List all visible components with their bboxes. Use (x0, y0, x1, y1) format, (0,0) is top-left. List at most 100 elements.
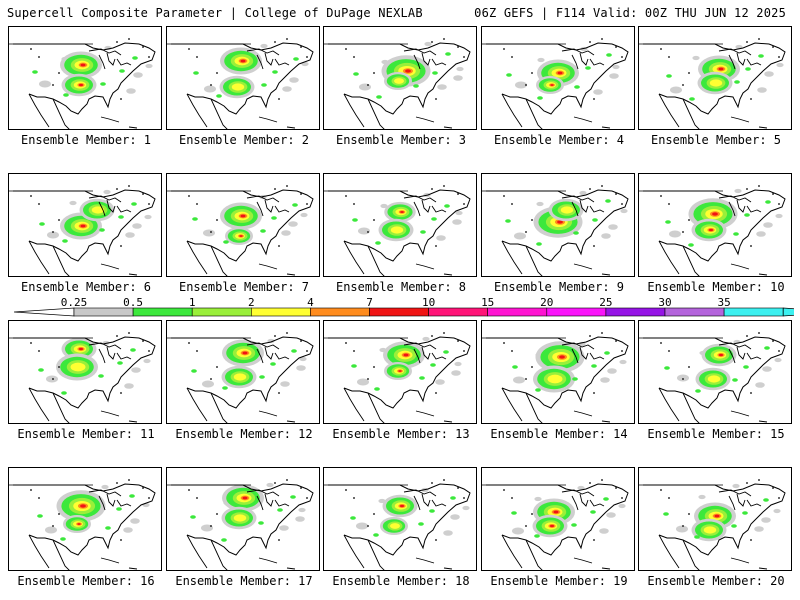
lake-dot (274, 482, 276, 484)
cuba (100, 410, 138, 423)
great-lakes (88, 48, 132, 70)
coastline (486, 483, 629, 556)
coastline (13, 483, 156, 556)
ensemble-map-panel (166, 26, 320, 130)
lake-dot (274, 335, 276, 337)
coastline (486, 42, 629, 115)
ensemble-member-label: Ensemble Member: 6 (20, 280, 152, 294)
coastline (486, 189, 629, 262)
legend-tick-label: 25 (599, 296, 613, 309)
ensemble-member-label: Ensemble Member: 18 (332, 574, 470, 588)
cuba (573, 410, 611, 423)
cuba (415, 116, 453, 129)
great-lakes (561, 48, 605, 70)
lake-dot (52, 525, 54, 527)
lake-dot (30, 48, 32, 50)
great-lakes (403, 342, 447, 364)
cuba (258, 263, 296, 276)
mexico-coast (28, 387, 70, 423)
cuba (573, 557, 611, 570)
lake-dot (660, 195, 662, 197)
lake-dot (593, 245, 595, 247)
lake-dot (188, 489, 190, 491)
great-lakes (246, 489, 290, 511)
lake-dot (274, 41, 276, 43)
lake-dot (373, 366, 375, 368)
ensemble-map-panel (166, 467, 320, 571)
lake-dot (601, 185, 603, 187)
lake-dot (463, 203, 465, 205)
lake-dot (38, 497, 40, 499)
great-lakes (403, 48, 447, 70)
lake-dot (511, 497, 513, 499)
mexico-coast (343, 93, 385, 129)
lake-dot (688, 72, 690, 74)
ensemble-map-panel (638, 320, 792, 424)
lake-dot (128, 479, 130, 481)
ensemble-member-label: Ensemble Member: 16 (17, 574, 155, 588)
ensemble-map-panel (166, 173, 320, 277)
lake-dot (58, 72, 60, 74)
lake-dot (216, 72, 218, 74)
lake-dot (148, 497, 150, 499)
scp-field (663, 483, 781, 542)
lake-dot (593, 392, 595, 394)
mexico-coast (343, 534, 385, 570)
cuba (100, 116, 138, 129)
mexico-coast (501, 240, 543, 276)
legend-swatch (487, 307, 548, 317)
lake-dot (682, 378, 684, 380)
lake-dot (457, 193, 459, 195)
scp-field (665, 188, 783, 247)
legend-high-arrow (782, 307, 794, 317)
lake-dot (511, 56, 513, 58)
lake-dot (286, 332, 288, 334)
lake-dot (601, 332, 603, 334)
lake-dot (589, 335, 591, 337)
lake-dot (435, 98, 437, 100)
lake-dot (120, 245, 122, 247)
us-map (639, 185, 786, 276)
lake-dot (188, 48, 190, 50)
lake-dot (682, 231, 684, 233)
lake-dot (286, 479, 288, 481)
lake-dot (286, 38, 288, 40)
lake-dot (278, 245, 280, 247)
us-map (167, 185, 314, 276)
coastline (171, 483, 314, 556)
lake-dot (58, 366, 60, 368)
ensemble-member-label: Ensemble Member: 8 (335, 280, 467, 294)
coastline (643, 42, 786, 115)
lake-dot (750, 245, 752, 247)
lake-dot (210, 231, 212, 233)
ensemble-map-panel (323, 173, 477, 277)
ensemble-map-panel (481, 173, 635, 277)
legend-tick-label: 15 (481, 296, 495, 309)
us-map (167, 479, 314, 570)
mexico-coast (658, 93, 700, 129)
lake-dot (188, 195, 190, 197)
scp-field (664, 339, 782, 393)
lake-dot (148, 203, 150, 205)
lake-dot (52, 84, 54, 86)
scp-field (350, 487, 470, 537)
legend-tick-label: 10 (421, 296, 436, 309)
great-lakes (718, 342, 762, 364)
lake-dot (300, 46, 302, 48)
color-legend: 0.25 0.5 1 2 4 7 10 15 20 25 30 35 (14, 296, 794, 322)
legend-swatch (369, 307, 429, 317)
lake-dot (367, 525, 369, 527)
lake-dot (615, 46, 617, 48)
lake-dot (367, 378, 369, 380)
lake-dot (660, 342, 662, 344)
legend-swatch (191, 307, 252, 317)
ensemble-map-panel (481, 320, 635, 424)
lake-dot (286, 185, 288, 187)
lake-dot (38, 203, 40, 205)
us-map (639, 332, 786, 423)
ensemble-member-label: Ensemble Member: 3 (335, 133, 467, 147)
great-lakes (246, 48, 290, 70)
ensemble-map-panel (8, 26, 162, 130)
cuba (573, 116, 611, 129)
us-map (324, 38, 471, 129)
